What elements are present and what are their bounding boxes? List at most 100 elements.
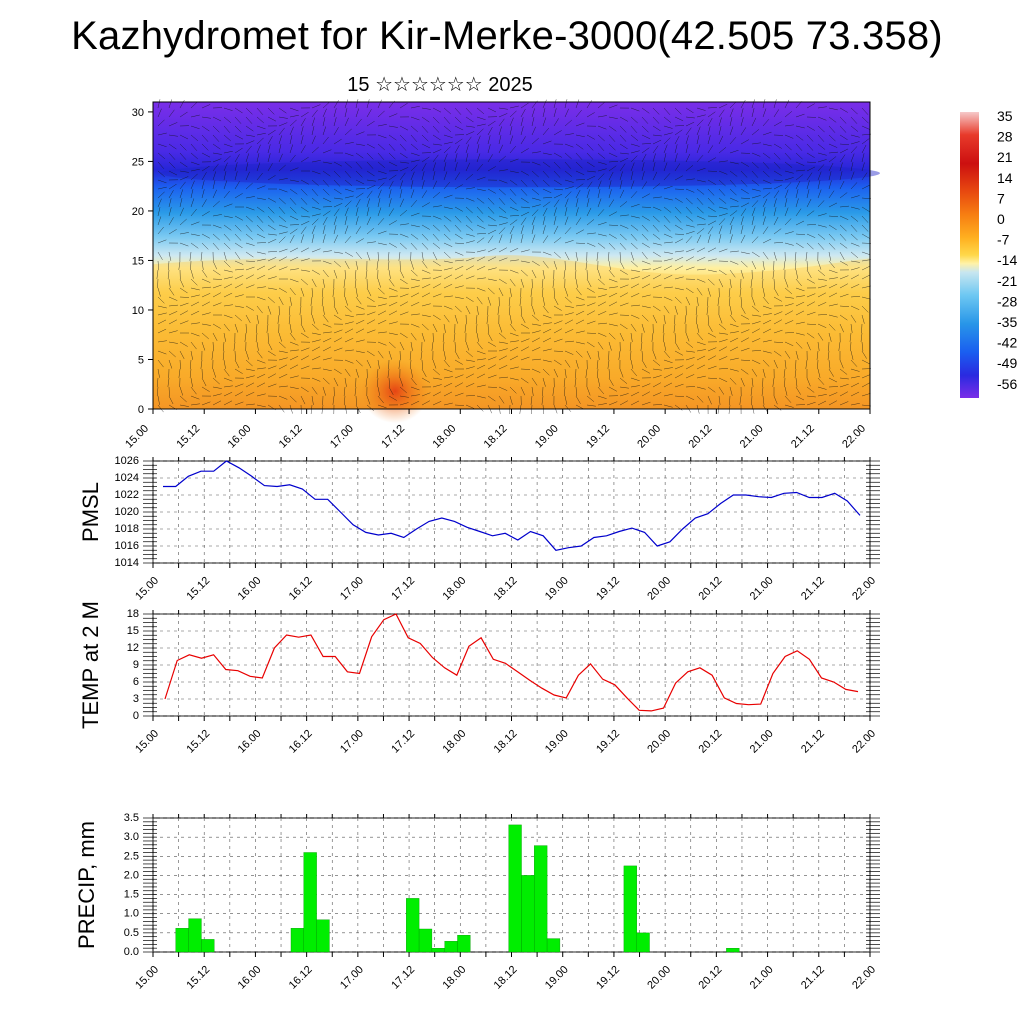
wind-barb [212, 302, 222, 307]
wind-barb [761, 269, 764, 280]
wind-barb [212, 163, 219, 172]
wind-barb [575, 122, 585, 127]
wind-barb [740, 314, 750, 320]
precip-bar [188, 918, 202, 953]
wind-barb [762, 350, 772, 354]
wind-barb [740, 108, 744, 118]
wind-barb [157, 152, 166, 159]
wind-barb [585, 368, 588, 378]
precip-bar [546, 938, 561, 953]
wind-barb [454, 305, 462, 313]
wind-barb [355, 328, 365, 334]
wind-barb [399, 242, 407, 250]
wind-barb [597, 395, 607, 399]
wind-barb [376, 260, 379, 270]
wind-barb [234, 368, 243, 374]
wind-barb [630, 251, 635, 261]
wind-barb [442, 341, 445, 352]
wind-barb [476, 188, 486, 192]
wind-barb [343, 395, 346, 406]
wind-barb [487, 107, 497, 113]
wind-barb [333, 234, 339, 244]
wind-barb [553, 118, 559, 127]
colorbar-label: 35 [997, 108, 1013, 124]
wind-barb [388, 295, 398, 298]
wind-barb [563, 269, 566, 279]
wind-barb [553, 305, 562, 311]
wind-barb [212, 233, 220, 241]
wind-barb [542, 225, 546, 235]
wind-barb [542, 296, 545, 306]
wind-barb [443, 146, 451, 154]
wind-barb [707, 247, 717, 253]
wind-barb [619, 189, 625, 199]
wind-barb [223, 332, 226, 342]
wind-barb [597, 143, 605, 151]
y-tick-label: 1024 [115, 472, 139, 484]
wind-barb [674, 144, 678, 154]
wind-barb [751, 350, 762, 352]
wind-barb [608, 323, 618, 327]
wind-barb [322, 206, 333, 208]
wind-barb [729, 126, 734, 136]
wind-barb [245, 391, 255, 397]
x-tick-label: 17.00 [338, 575, 366, 603]
wind-barb [575, 386, 578, 397]
wind-barb [388, 278, 395, 287]
x-tick-label: 19.12 [594, 964, 622, 992]
wind-barb [784, 242, 794, 246]
wind-barb [850, 224, 858, 232]
wind-barb [597, 233, 607, 237]
wind-barb [520, 102, 529, 109]
wind-barb [575, 189, 581, 199]
wind-barb [531, 269, 537, 279]
wind-barb [311, 213, 321, 217]
wind-barb [322, 368, 332, 372]
wind-barb [531, 209, 539, 217]
wind-barb [663, 382, 673, 388]
wind-barb [443, 382, 453, 388]
wind-barb [387, 251, 390, 262]
wind-barb [245, 274, 255, 280]
wind-barb [278, 135, 283, 145]
wind-barb [300, 188, 308, 196]
wind-barb [751, 305, 760, 312]
wind-barb [443, 350, 446, 360]
wind-barb [707, 355, 717, 361]
wind-barb [608, 134, 616, 142]
y-tick-label: 1016 [115, 540, 139, 552]
wind-barb [465, 224, 474, 231]
wind-barb [167, 269, 170, 280]
x-tick-label: 17.12 [389, 575, 417, 603]
wind-barb [718, 377, 728, 383]
wind-barb [278, 127, 285, 136]
wind-barb [465, 359, 475, 362]
wind-barb [322, 234, 326, 244]
wind-barb [355, 198, 361, 208]
wind-barb [509, 215, 520, 217]
wind-barb [542, 197, 553, 199]
wind-barb [839, 148, 849, 154]
wind-barb [531, 161, 541, 166]
wind-barb [465, 206, 473, 214]
wind-barb [399, 210, 408, 217]
wind-barb [278, 357, 288, 361]
wind-barb [332, 287, 335, 297]
wind-barb [849, 332, 852, 342]
wind-barb [267, 296, 275, 304]
wind-barb [278, 385, 288, 388]
wind-barb [212, 180, 216, 190]
wind-barb [256, 125, 266, 130]
wind-barb [674, 125, 685, 127]
wind-barb [222, 341, 225, 352]
wind-barb [641, 116, 649, 124]
wind-barb [355, 143, 365, 146]
wind-barb [322, 197, 332, 203]
wind-barb [256, 373, 266, 379]
wind-barb [684, 314, 687, 324]
wind-barb [267, 107, 275, 115]
wind-barb [443, 141, 453, 145]
wind-barb [333, 188, 342, 195]
wind-barb [432, 368, 440, 376]
wind-barb [630, 203, 640, 208]
